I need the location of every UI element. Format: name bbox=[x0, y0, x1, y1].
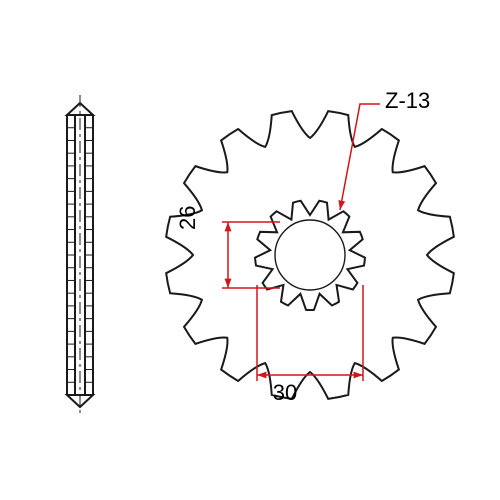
dimension-spline-value: 30 bbox=[273, 380, 297, 405]
sprocket-diagram: 26 30 Z-13 bbox=[0, 0, 500, 500]
label-inner-teeth-value: Z-13 bbox=[385, 88, 430, 113]
dimension-bore-value: 26 bbox=[175, 206, 200, 230]
